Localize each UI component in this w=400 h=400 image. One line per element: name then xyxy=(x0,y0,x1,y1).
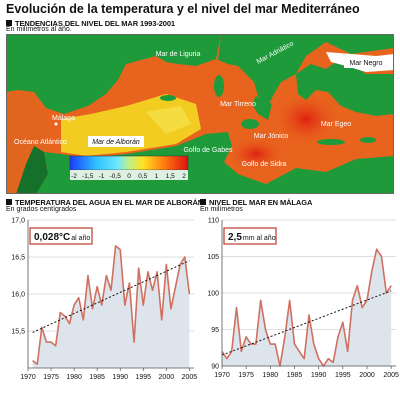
x-tick-label: 1985 xyxy=(287,372,303,379)
x-tick-label: 2000 xyxy=(159,374,175,381)
x-tick-label: 2005 xyxy=(383,372,399,379)
colorbar-tick-label: 1,5 xyxy=(166,173,175,180)
southern-italy-land xyxy=(252,96,272,120)
x-tick-label: 1980 xyxy=(263,372,279,379)
x-tick-label: 2000 xyxy=(359,372,375,379)
label-malaga: Málaga xyxy=(52,115,75,122)
crete-land xyxy=(317,139,345,145)
corsica-sardinia-land xyxy=(214,75,224,97)
x-tick-label: 2005 xyxy=(182,374,198,381)
series-area xyxy=(32,245,190,368)
cyprus-land xyxy=(360,137,376,143)
x-tick-label: 1970 xyxy=(214,372,230,379)
colorbar-tick-label: 0,5 xyxy=(138,173,147,180)
france-land xyxy=(156,34,221,66)
x-tick-label: 1970 xyxy=(20,374,36,381)
series-line xyxy=(32,245,191,366)
label-mar-liguria: Mar de Liguria xyxy=(156,51,201,58)
y-tick-label: 15,5 xyxy=(11,329,25,336)
colorbar-tick-label: -0,5 xyxy=(110,173,122,180)
y-tick-label: 17,0 xyxy=(11,218,25,225)
x-tick-label: 1985 xyxy=(89,374,105,381)
bullet-square-icon xyxy=(6,20,12,26)
iberia-land xyxy=(6,34,156,114)
y-tick-label: 16,0 xyxy=(11,292,25,299)
greece-turkey-land xyxy=(296,62,394,116)
colorbar-tick-label: -2 xyxy=(71,173,77,180)
colorbar-tick-band xyxy=(70,170,188,180)
colorbar-tick-label: 2 xyxy=(182,173,186,180)
y-tick-label: 90 xyxy=(211,364,219,371)
chart-temp-title: TEMPERATURA DEL AGUA EN EL MAR DE ALBORÁ… xyxy=(15,198,204,207)
trend-line xyxy=(32,260,190,333)
x-tick-label: 1990 xyxy=(112,374,128,381)
italy-balkans-land xyxy=(218,34,394,106)
morocco-land xyxy=(16,146,48,194)
x-tick-label: 1980 xyxy=(66,374,82,381)
label-mar-tirreno: Mar Tirreno xyxy=(220,101,256,108)
chart-sea-heading: NIVEL DEL MAR EN MÁLAGA xyxy=(200,198,312,207)
x-tick-label: 1990 xyxy=(311,372,327,379)
series-area xyxy=(222,249,392,366)
temperature-chart-svg: 15,5 16,0 16,5 17,0 1970 1975 1980 1985 1990 1995… xyxy=(11,218,198,382)
rate-annotation-value: 2,5mm al año xyxy=(228,232,276,243)
label-oceano: Océano Atlántico xyxy=(14,139,67,146)
alboran-box xyxy=(88,136,144,147)
y-tick-label: 105 xyxy=(207,254,219,261)
balearic-land xyxy=(160,95,176,101)
map-frame xyxy=(6,34,394,194)
map-svg: Mar de Liguria Mar Adriático Mar Negro M… xyxy=(6,34,394,194)
x-tick-label: 1995 xyxy=(335,372,351,379)
label-sidra: Golfo de Sidra xyxy=(242,161,287,168)
rate-annotation-unit: mm al año xyxy=(243,235,276,242)
label-gabes: Golfo de Gabes xyxy=(183,147,233,154)
map-subheading: En milímetros al año. xyxy=(6,26,72,33)
colorbar-tick-label: 0 xyxy=(127,173,131,180)
colorbar-ticks: -2 -1,5 -1 -0,5 0 0,5 1 1,5 2 xyxy=(71,173,186,180)
series-line xyxy=(221,248,392,367)
label-mar-egeo: Mar Egeo xyxy=(321,121,351,128)
sea-level-map: Mar de Liguria Mar Adriático Mar Negro M… xyxy=(6,34,394,194)
chart-sea-title: NIVEL DEL MAR EN MÁLAGA xyxy=(209,198,313,207)
chart-temp-subtitle: En grados centígrados xyxy=(6,206,77,213)
sicily-land xyxy=(241,119,259,129)
sea-level-chart: 90 95 100 105 110 1970 1975 1980 1985 1990 1995 200… xyxy=(196,214,400,400)
label-mar-jonico: Mar Jónico xyxy=(254,133,288,140)
y-tick-label: 16,5 xyxy=(11,255,25,262)
y-tick-label: 95 xyxy=(211,327,219,334)
rate-annotation-box xyxy=(223,227,277,245)
colorbar-tick-label: 1 xyxy=(155,173,159,180)
label-mar-negro: Mar Negro xyxy=(349,60,382,67)
colorbar-tick-label: -1 xyxy=(99,173,105,180)
temperature-chart: 15,5 16,0 16,5 17,0 1970 1975 1980 1985 1990 1995… xyxy=(0,214,200,400)
chart-temp-heading: TEMPERATURA DEL AGUA EN EL MAR DE ALBORÁ… xyxy=(6,198,203,207)
x-tick-label: 1975 xyxy=(238,372,254,379)
map-heading-text: TENDENCIAS DEL NIVEL DEL MAR 1993-2001 xyxy=(15,19,175,28)
mar-negro-box xyxy=(344,56,388,68)
colorbar-tick-label: -1,5 xyxy=(82,173,94,180)
y-tick-label: 110 xyxy=(208,218,219,225)
map-heading: TENDENCIAS DEL NIVEL DEL MAR 1993-2001 xyxy=(6,19,175,28)
x-tick-label: 1995 xyxy=(135,374,151,381)
malaga-marker xyxy=(54,122,58,126)
rate-annotation-unit: al año xyxy=(71,235,90,242)
aegean-hotspot xyxy=(271,91,341,147)
ionian-hotspot xyxy=(226,136,286,172)
rate-annotation-box xyxy=(29,227,93,245)
sea-level-chart-svg: 90 95 100 105 110 1970 1975 1980 1985 1990 1995 200… xyxy=(207,218,399,380)
bullet-square-icon xyxy=(200,199,206,205)
label-alboran: Mar de Alborán xyxy=(92,139,140,146)
rate-annotation-value: 0,028°Cal año xyxy=(34,232,90,243)
chart-sea-subtitle: En milímetros xyxy=(200,206,243,213)
x-tick-label: 1975 xyxy=(43,374,59,381)
bullet-square-icon xyxy=(6,199,12,205)
page-title: Evolución de la temperatura y el nivel d… xyxy=(6,2,360,16)
balearic-sea xyxy=(146,106,191,134)
y-tick-label: 100 xyxy=(207,291,219,298)
colorbar xyxy=(69,155,189,171)
